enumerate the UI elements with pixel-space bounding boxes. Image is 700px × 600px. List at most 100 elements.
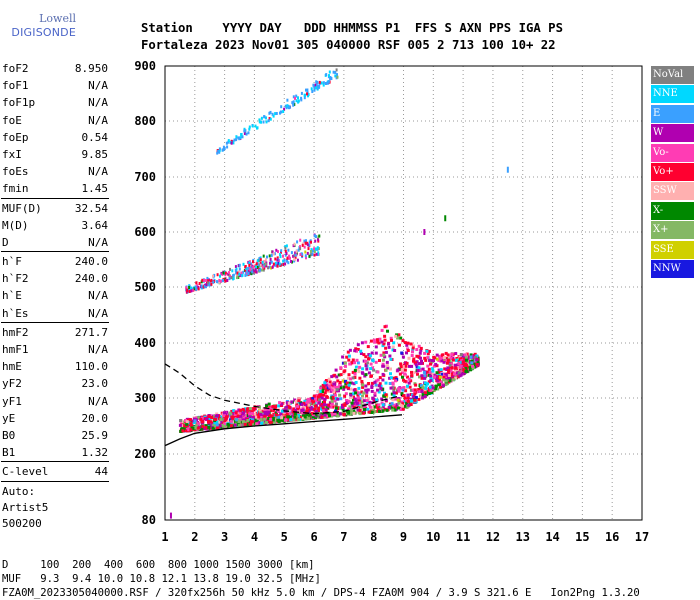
echo-point	[379, 384, 383, 388]
echo-point	[334, 409, 337, 413]
echo-point	[455, 358, 458, 362]
echo-point	[396, 398, 400, 402]
echo-point	[312, 402, 316, 406]
echo-point	[383, 407, 387, 411]
echo-point	[222, 422, 226, 426]
echo-point	[224, 277, 226, 281]
echo-cluster	[178, 324, 480, 433]
echo-point	[399, 362, 403, 366]
legend-item: X+	[651, 221, 694, 240]
echo-point	[189, 422, 193, 426]
echo-point	[299, 245, 301, 249]
param-row: yF2 23.0	[1, 375, 109, 392]
echo-point	[410, 374, 414, 378]
echo-point	[388, 376, 392, 380]
echo-point	[414, 383, 418, 387]
echo-point	[232, 273, 235, 277]
echo-point	[405, 399, 408, 403]
param-row: fmin 1.45	[1, 180, 109, 197]
echo-point	[253, 270, 256, 274]
echo-point	[221, 272, 224, 276]
echo-point	[269, 417, 273, 421]
echo-point	[260, 409, 264, 413]
echo-point	[251, 270, 254, 274]
echo-point	[190, 289, 193, 293]
echo-point	[280, 105, 283, 109]
echo-point	[350, 361, 354, 365]
param-value: 3.64	[81, 218, 109, 232]
echo-point	[384, 398, 388, 402]
echo-point	[412, 389, 415, 392]
echo-point	[437, 368, 441, 372]
echo-point	[245, 266, 247, 270]
echo-point	[318, 393, 322, 397]
echo-point	[366, 397, 370, 401]
x-tick-label: 4	[251, 530, 258, 544]
echo-point	[381, 358, 385, 362]
echo-point	[296, 240, 299, 244]
echo-point	[222, 271, 225, 275]
echo-point	[332, 388, 336, 392]
echo-point	[317, 398, 321, 401]
echo-point	[206, 281, 209, 285]
echo-point	[277, 420, 281, 423]
echo-point	[440, 356, 444, 360]
echo-point	[324, 408, 328, 412]
echo-point	[373, 340, 377, 344]
echo-point	[293, 398, 297, 402]
echo-point	[400, 392, 404, 396]
echo-point	[465, 352, 469, 356]
echo-point	[362, 391, 366, 395]
echo-point	[305, 400, 309, 404]
echo-point	[432, 364, 436, 368]
echo-point	[364, 364, 368, 368]
echo-point	[338, 412, 342, 416]
echo-point	[383, 325, 387, 329]
echo-point	[227, 423, 231, 427]
echo-point	[236, 271, 239, 275]
echo-point	[342, 403, 346, 407]
echo-point	[189, 418, 192, 422]
echo-point	[230, 415, 234, 419]
x-tick-label: 16	[605, 530, 619, 544]
echo-point	[409, 403, 413, 406]
echo-point	[243, 132, 246, 135]
params-separator	[1, 251, 109, 253]
echo-point	[378, 376, 382, 380]
echo-point	[285, 405, 289, 409]
echo-point	[276, 414, 280, 418]
echo-point	[427, 349, 431, 353]
echo-point	[380, 328, 384, 332]
x-tick-label: 1	[161, 530, 168, 544]
param-name: foEp	[2, 130, 29, 144]
echo-point	[358, 409, 362, 412]
echo-point	[379, 353, 383, 357]
echo-point	[221, 279, 224, 282]
echo-point	[473, 363, 477, 366]
echo-point	[266, 255, 268, 259]
legend-item: NNW	[651, 259, 694, 278]
echo-point	[235, 418, 239, 422]
echo-point	[341, 407, 345, 411]
echo-point	[198, 282, 201, 285]
logo-digisonde-text: DIGISONDE	[11, 26, 76, 39]
echo-point	[284, 253, 287, 257]
echo-point	[312, 400, 315, 404]
echo-point	[279, 253, 282, 256]
echo-point	[406, 347, 410, 351]
echo-point	[287, 401, 291, 405]
echo-point	[447, 376, 451, 380]
echo-point	[399, 336, 403, 340]
echo-point	[290, 251, 293, 255]
echo-point	[300, 409, 304, 412]
echo-point	[313, 396, 317, 400]
echo-point	[387, 406, 391, 409]
echo-point	[267, 119, 270, 123]
echo-point	[412, 371, 416, 375]
echo-point	[331, 405, 335, 409]
echo-point	[413, 397, 417, 400]
echo-point	[186, 288, 189, 292]
echo-point	[394, 379, 397, 383]
echo-point	[219, 279, 222, 283]
echo-point	[400, 371, 404, 374]
